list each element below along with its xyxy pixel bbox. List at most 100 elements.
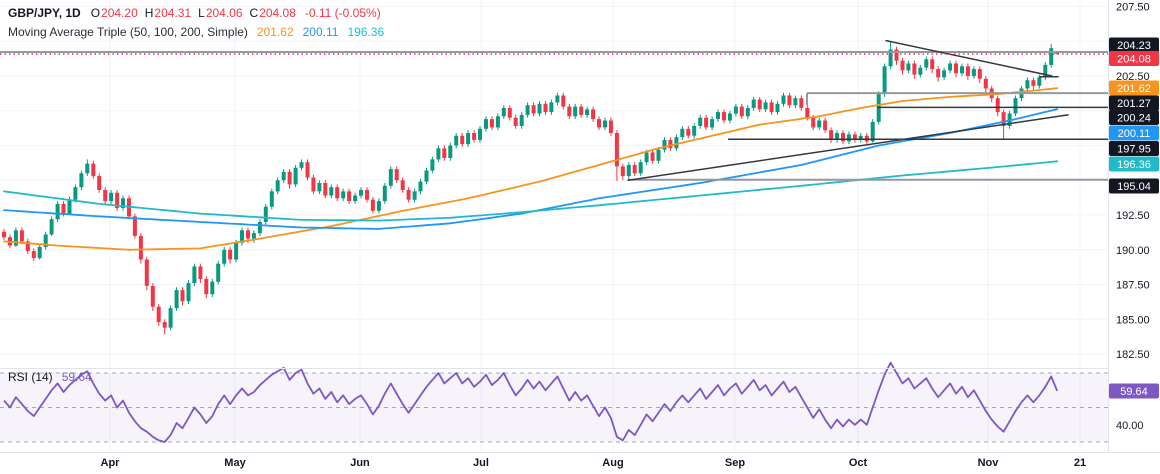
price-badge: 204.23	[1109, 37, 1159, 53]
close-label: C	[249, 6, 259, 20]
candle-body	[103, 190, 108, 202]
price-badge-bg	[1109, 80, 1159, 96]
price-badge: 200.24	[1109, 110, 1159, 125]
rsi-legend-row[interactable]: RSI (14) 59.64	[8, 370, 92, 384]
price-badge: 204.08	[1109, 51, 1159, 66]
candle-body	[620, 166, 625, 177]
candle-body	[900, 60, 905, 71]
candle-body	[73, 187, 78, 200]
price-badge: 201.62	[1109, 80, 1159, 96]
rsi-indicator-title[interactable]: RSI (14)	[8, 370, 53, 384]
candle-body	[138, 235, 143, 260]
candle-body	[626, 165, 631, 177]
candle-body	[198, 266, 203, 279]
candle-body	[257, 222, 262, 234]
open-label: O	[90, 6, 101, 20]
candle-body	[472, 133, 477, 140]
ma50-line	[3, 87, 1059, 251]
price-badge-bg	[1109, 51, 1159, 66]
time-axis-label: 21	[1074, 457, 1086, 469]
trendline[interactable]	[885, 39, 1053, 77]
candle-body	[739, 106, 744, 117]
candle-body	[400, 180, 405, 190]
candle-body	[204, 278, 209, 295]
candle-body	[888, 49, 893, 67]
candle-body	[579, 106, 584, 115]
ma-legend-row[interactable]: Moving Average Triple (50, 100, 200, Sim…	[8, 23, 393, 42]
candle-body	[942, 70, 947, 78]
candle-body	[489, 119, 494, 128]
candle-body	[115, 192, 120, 209]
price-badge-bg	[1109, 156, 1159, 172]
candle-body	[948, 63, 953, 71]
price-badge-bg	[1109, 141, 1159, 156]
low-label: L	[198, 6, 205, 20]
candle-body	[817, 120, 822, 128]
price-badge-bg	[1109, 125, 1159, 141]
candle-body	[841, 133, 845, 142]
candle-body	[727, 113, 732, 121]
ma-indicator-title[interactable]: Moving Average Triple (50, 100, 200, Sim…	[8, 25, 248, 39]
candle-body	[614, 133, 619, 167]
price-axis-label: 202.50	[1116, 71, 1150, 83]
symbol-legend-row[interactable]: GBP/JPY, 1D O 204.20 H 204.31 L 204.06 C…	[8, 4, 393, 23]
rsi-line	[3, 361, 1059, 443]
candle-body	[347, 191, 352, 202]
candle-body	[597, 119, 601, 128]
candle-body	[412, 191, 417, 200]
time-axis[interactable]: Apr May Jun Jul Aug Sep Oct Nov 21	[101, 457, 1087, 469]
candle-body	[174, 290, 179, 309]
price-badge-bg	[1109, 37, 1159, 53]
candle-body	[954, 63, 958, 74]
trendline[interactable]	[627, 114, 1069, 182]
candle-body	[365, 190, 369, 200]
candle-body	[781, 95, 786, 104]
candle-body	[918, 67, 923, 75]
price-axis-label: 185.00	[1116, 314, 1150, 326]
candle-body	[430, 159, 435, 171]
candle-body	[501, 108, 506, 117]
candle-body	[263, 206, 268, 222]
candle-body	[603, 120, 607, 128]
candle-body	[1031, 80, 1036, 86]
price-axis[interactable]: 207.50 202.50 192.50 190.00 187.50 185.00 182.…	[1116, 2, 1150, 432]
time-axis-label: Apr	[101, 457, 121, 469]
candle-body	[513, 117, 518, 126]
candle-body	[745, 108, 750, 117]
high-label: H	[144, 6, 154, 20]
candle-body	[192, 266, 197, 284]
price-badge: 195.04	[1109, 178, 1159, 194]
ma50-value: 201.62	[256, 25, 294, 39]
symbol-title[interactable]: GBP/JPY, 1D	[8, 6, 81, 20]
rsi-axis-label: 40.00	[1116, 420, 1144, 432]
candle-body	[1043, 64, 1048, 78]
candle-body	[930, 59, 935, 69]
candle-body	[906, 63, 911, 71]
price-badge-text: 204.08	[1117, 54, 1151, 66]
candle-body	[650, 152, 655, 161]
open-value: 204.20	[101, 6, 138, 20]
candle-body	[311, 177, 316, 192]
price-badge-text: 200.11	[1118, 128, 1151, 140]
candle-body	[222, 249, 227, 264]
candle-body	[132, 216, 137, 236]
candle-body	[216, 263, 221, 282]
price-axis-label: 190.00	[1116, 245, 1150, 257]
candle-body	[305, 162, 310, 178]
candle-body	[1025, 80, 1030, 89]
candle-body	[960, 66, 964, 74]
candle-body	[656, 149, 661, 161]
candles-series	[2, 41, 1060, 335]
candle-body	[25, 241, 30, 252]
candle-body	[37, 247, 42, 259]
candle-body	[299, 162, 304, 168]
candle-body	[870, 121, 875, 142]
price-axis-label: 187.50	[1116, 280, 1150, 292]
candle-body	[424, 170, 429, 182]
candle-body	[150, 285, 155, 307]
candle-body	[561, 95, 566, 107]
candle-body	[608, 120, 613, 133]
candle-body	[716, 112, 720, 119]
price-badge: 200.11	[1109, 125, 1159, 141]
